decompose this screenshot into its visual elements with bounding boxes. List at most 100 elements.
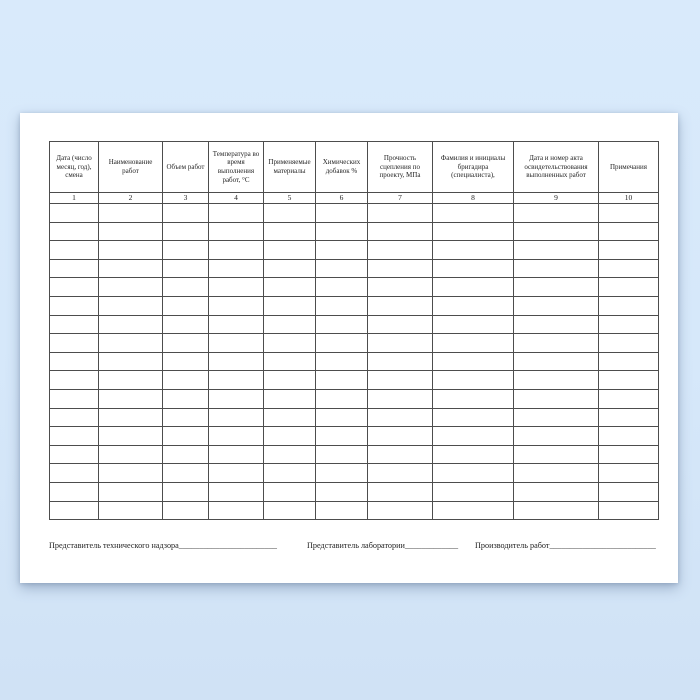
column-number: 9 [513,192,599,204]
empty-cell [598,407,659,428]
empty-cell [598,444,659,465]
column-number: 1 [49,192,99,204]
empty-cell [98,481,163,502]
empty-cell [367,295,433,316]
empty-cell [98,333,163,353]
empty-cell [49,351,99,372]
empty-cell [263,351,316,372]
empty-cell [367,426,433,446]
table-row [49,240,659,260]
empty-cell [98,370,163,390]
table-row [49,370,659,390]
table-row [49,407,659,428]
empty-cell [513,277,599,297]
empty-cell [208,351,264,372]
empty-cell [598,481,659,502]
empty-cell [98,500,163,521]
empty-cell [263,426,316,446]
empty-cell [98,407,163,428]
empty-cell [263,258,316,279]
empty-cell [208,240,264,260]
empty-cell [98,314,163,335]
empty-cell [208,426,264,446]
empty-cell [432,481,514,502]
empty-cell [315,295,368,316]
table-row [49,463,659,483]
empty-cell [432,258,514,279]
column-number: 10 [598,192,659,204]
empty-cell [162,314,209,335]
table-row [49,258,659,279]
empty-cell [513,203,599,223]
empty-cell [162,500,209,521]
empty-cell [315,277,368,297]
column-header-inspection-act: Дата и номер акта освидетельствования вы… [513,141,599,193]
column-number: 2 [98,192,163,204]
empty-cell [49,240,99,260]
empty-cell [367,221,433,242]
empty-cell [598,221,659,242]
signature-line-technical-supervisor: Представитель технического надзора______… [49,541,278,550]
empty-cell [162,444,209,465]
empty-cell [208,221,264,242]
empty-cell [598,426,659,446]
empty-cell [162,258,209,279]
empty-cell [208,463,264,483]
empty-cell [98,463,163,483]
column-number: 5 [263,192,316,204]
empty-cell [315,258,368,279]
document-page: Дата (число месяц, год), смена Наименова… [20,113,678,583]
empty-cell [263,463,316,483]
empty-cell [513,388,599,409]
empty-cell [49,481,99,502]
empty-cell [367,351,433,372]
empty-cell [598,500,659,521]
empty-cell [432,370,514,390]
table-row [49,444,659,465]
table-row [49,203,659,223]
empty-cell [162,277,209,297]
empty-cell [263,277,316,297]
empty-cell [162,426,209,446]
empty-cell [367,500,433,521]
empty-cell [263,314,316,335]
empty-cell [162,407,209,428]
empty-cell [367,258,433,279]
empty-cell [432,203,514,223]
empty-cell [208,277,264,297]
empty-cell [367,203,433,223]
empty-cell [263,407,316,428]
empty-cell [263,388,316,409]
empty-cell [162,388,209,409]
empty-cell [263,500,316,521]
empty-cell [598,295,659,316]
empty-cell [315,314,368,335]
empty-cell [598,240,659,260]
empty-cell [598,370,659,390]
empty-cell [263,240,316,260]
column-header-notes: Примечания [598,141,659,193]
empty-cell [513,426,599,446]
empty-cell [162,351,209,372]
column-header-adhesion-strength: Прочность сцепления по проекту, МПа [367,141,433,193]
empty-cell [208,481,264,502]
table-row [49,314,659,335]
empty-cell [432,500,514,521]
empty-cell [513,351,599,372]
empty-cell [513,221,599,242]
empty-cell [432,426,514,446]
signature-line-laboratory-representative: Представитель лаборатории_____________ [307,541,459,550]
column-header-foreman-name: Фамилия и инициалы бригадира (специалист… [432,141,514,193]
empty-cell [367,388,433,409]
empty-cell [367,370,433,390]
empty-cell [432,463,514,483]
column-number: 6 [315,192,368,204]
table-row [49,221,659,242]
empty-cell [98,388,163,409]
empty-cell [315,500,368,521]
empty-cell [367,333,433,353]
empty-cell [367,277,433,297]
empty-cell [367,463,433,483]
empty-cell [162,463,209,483]
empty-cell [49,203,99,223]
